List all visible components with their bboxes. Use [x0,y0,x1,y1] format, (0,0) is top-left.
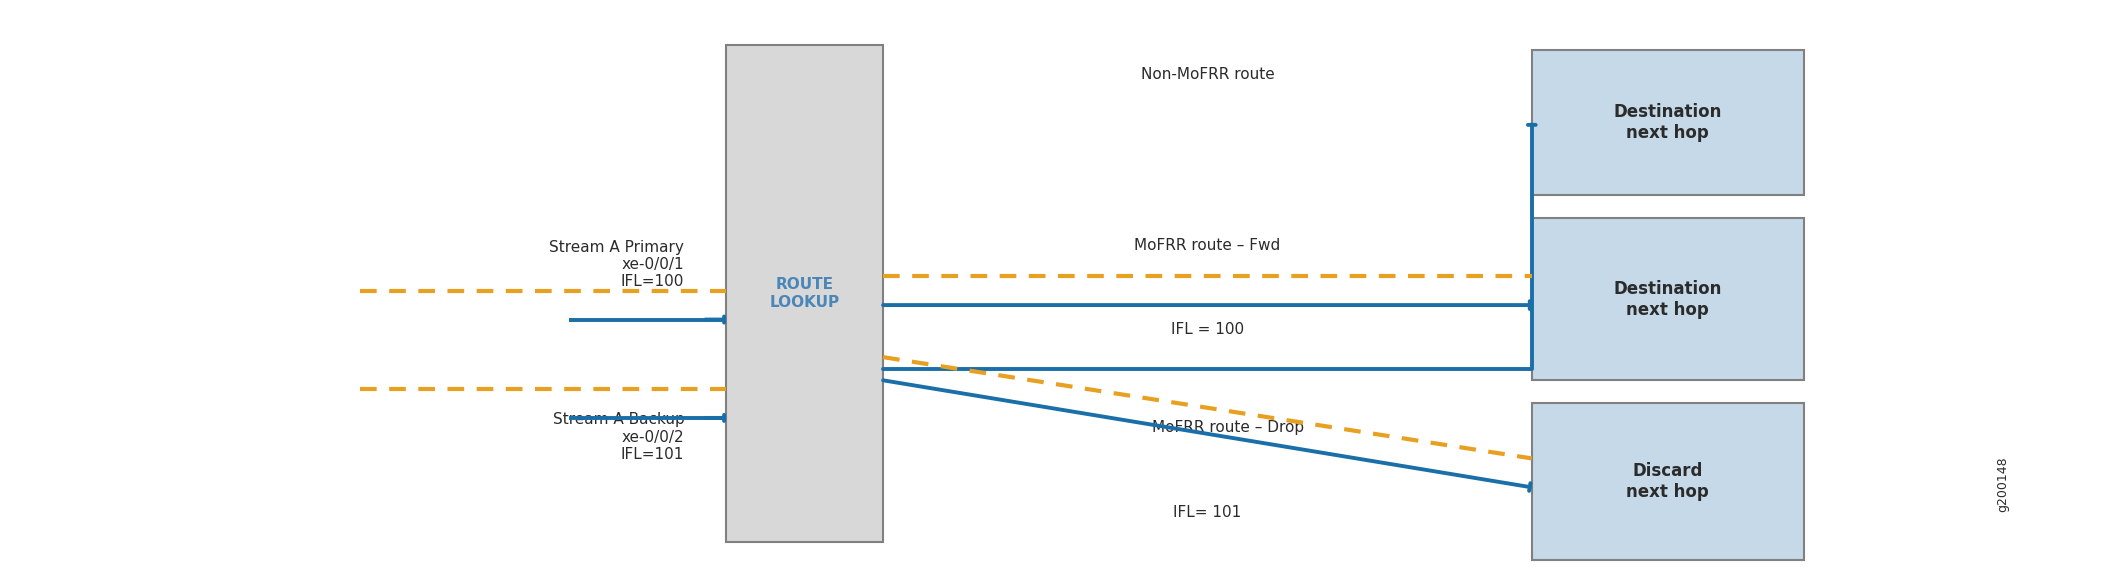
Text: Discard
next hop: Discard next hop [1626,462,1710,501]
Text: IFL = 100: IFL = 100 [1170,322,1244,338]
Text: MoFRR route – Fwd: MoFRR route – Fwd [1135,238,1282,253]
Text: g200148: g200148 [1996,457,2009,512]
FancyBboxPatch shape [1532,50,1805,195]
Text: Stream A Backup
xe-0/0/2
IFL=101: Stream A Backup xe-0/0/2 IFL=101 [553,412,685,462]
Text: Destination
next hop: Destination next hop [1614,280,1723,319]
FancyBboxPatch shape [1532,218,1805,380]
FancyBboxPatch shape [727,45,882,542]
Text: Non-MoFRR route: Non-MoFRR route [1141,68,1275,82]
Text: ROUTE
LOOKUP: ROUTE LOOKUP [769,277,840,310]
Text: Stream A Primary
xe-0/0/1
IFL=100: Stream A Primary xe-0/0/1 IFL=100 [548,239,685,289]
Text: Destination
next hop: Destination next hop [1614,103,1723,142]
FancyBboxPatch shape [1532,403,1805,559]
Text: IFL= 101: IFL= 101 [1172,505,1242,519]
Text: MoFRR route – Drop: MoFRR route – Drop [1151,420,1305,436]
